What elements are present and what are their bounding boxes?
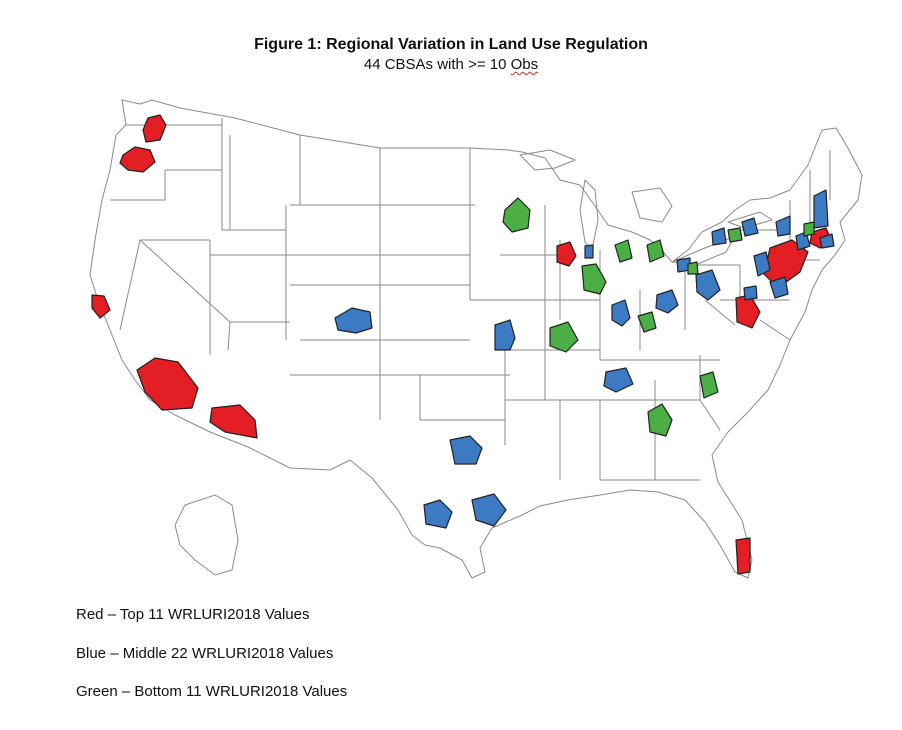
legend-red: Red – Top 11 WRLURI2018 Values — [76, 606, 310, 623]
cbsa-green-stlouis — [549, 321, 579, 353]
cbsa-green-louisville — [637, 311, 657, 333]
cbsa-green-charlotte — [699, 371, 719, 399]
cbsa-red-chicago — [556, 241, 577, 267]
cbsa-blue-albany — [775, 215, 791, 237]
lake-superior — [519, 149, 576, 171]
figure-title: Figure 1: Regional Variation in Land Use… — [254, 36, 648, 53]
cbsa-blue-hartford — [795, 231, 811, 251]
cbsa-blue-detroit — [741, 217, 759, 237]
cbsa-blue-pittsburgh — [753, 251, 771, 277]
cbsa-red-la — [136, 357, 199, 411]
cbsa-blue-houston — [471, 493, 507, 527]
legend-blue: Blue – Middle 22 WRLURI2018 Values — [76, 645, 334, 662]
cbsa-red-phoenix — [209, 404, 258, 439]
cbsa-red-nyc — [763, 239, 809, 289]
cbsa-blue-columbus — [695, 269, 721, 301]
cbsa-blue-cleveland — [711, 227, 727, 246]
us-map — [89, 99, 863, 579]
cbsa-blue-philly — [769, 276, 789, 299]
cbsa-blue-boston-north — [813, 189, 829, 229]
subtitle-text: 44 CBSAs with >= 10 — [363, 56, 511, 73]
cbsa-green-akron — [687, 261, 699, 275]
lake-michigan — [579, 179, 599, 251]
cbsa-green-atlanta — [647, 403, 673, 437]
cbsa-green-group — [502, 197, 815, 437]
lake-ontario — [727, 211, 773, 229]
cbsa-green-lansing — [646, 239, 665, 263]
cbsa-blue-providence — [819, 233, 835, 249]
cbsa-green-springfield — [803, 221, 815, 237]
subtitle-flagged-word: Obs — [510, 56, 539, 73]
cbsa-blue-cincy — [655, 289, 679, 314]
state-borders — [89, 99, 863, 579]
cbsa-red-seattle — [142, 114, 167, 143]
cbsa-green-minneapolis — [502, 197, 531, 233]
alaska-outline — [174, 494, 239, 576]
cbsa-red-portland — [119, 146, 156, 173]
us-outline — [89, 99, 863, 579]
cbsa-blue-austin — [423, 499, 453, 529]
cbsa-blue-group — [334, 189, 835, 529]
lake-huron — [631, 187, 673, 223]
cbsa-blue-indy — [611, 299, 631, 327]
cbsa-blue-denver — [334, 307, 373, 334]
cbsa-red-group — [91, 114, 833, 575]
cbsa-red-miami — [735, 537, 751, 575]
cbsa-blue-kc — [494, 319, 516, 351]
state-lines — [110, 118, 831, 481]
cbsa-green-milwaukee — [581, 263, 607, 295]
cbsa-blue-dallas — [449, 435, 483, 465]
figure-subtitle: 44 CBSAs with >= 10 Obs — [0, 56, 902, 73]
cbsa-red-sf — [91, 294, 111, 319]
cbsa-blue-nashville — [603, 367, 634, 393]
cbsa-blue-stlouis-a — [584, 244, 594, 259]
cbsa-blue-baltimore — [743, 285, 758, 301]
legend-green: Green – Bottom 11 WRLURI2018 Values — [76, 683, 348, 700]
cbsa-green-grandrapids — [614, 239, 633, 263]
cbsa-green-toledo — [727, 227, 743, 243]
